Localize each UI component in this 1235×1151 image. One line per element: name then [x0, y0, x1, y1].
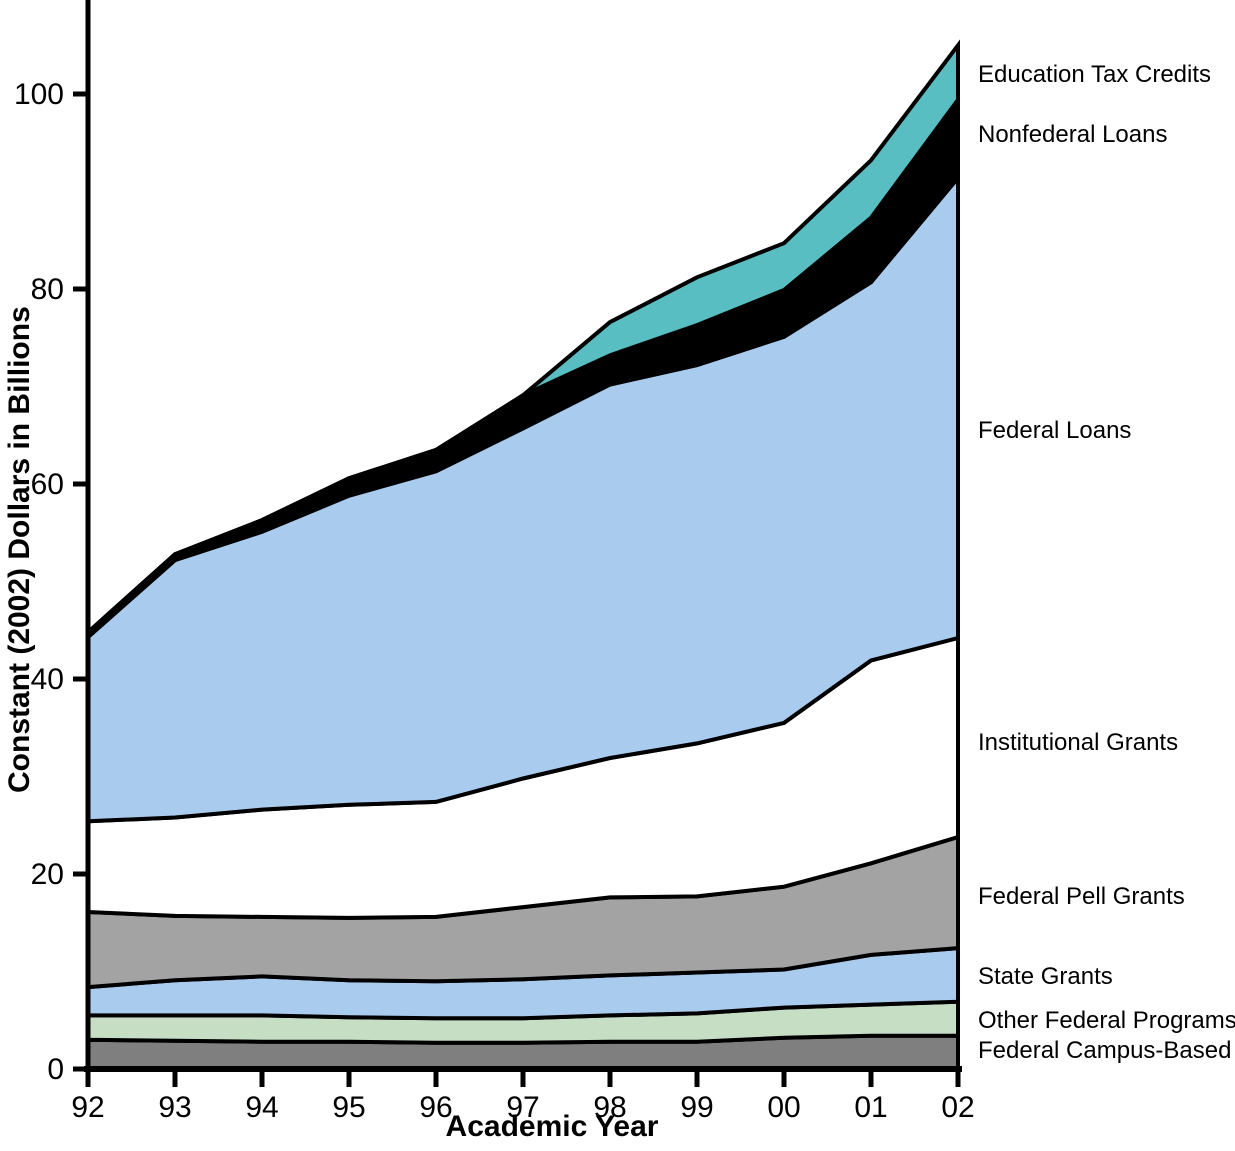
x-tick-label: 00: [767, 1091, 800, 1124]
y-tick-label: 80: [31, 273, 64, 306]
x-tick-label: 97: [506, 1091, 539, 1124]
series-label-federal-loans: Federal Loans: [978, 417, 1132, 444]
series-label-other-federal-programs: Other Federal Programs: [978, 1007, 1235, 1034]
area-education-tax-credits: [86, 39, 960, 634]
x-tick-label: 93: [158, 1091, 191, 1124]
x-tick-label: 94: [245, 1091, 278, 1124]
series-label-nonfederal-loans: Nonfederal Loans: [978, 121, 1168, 148]
x-tick-label: 01: [854, 1091, 887, 1124]
series-label-state-grants: State Grants: [978, 963, 1113, 990]
y-tick-label: 20: [31, 858, 64, 891]
x-tick-label: 92: [71, 1091, 104, 1124]
x-tick-label: 95: [332, 1091, 365, 1124]
x-tick-label: 98: [593, 1091, 626, 1124]
y-tick-label: 60: [31, 468, 64, 501]
series-label-education-tax-credits: Education Tax Credits: [978, 61, 1212, 88]
x-tick-label: 02: [941, 1091, 974, 1124]
series-label-institutional-grants: Institutional Grants: [978, 729, 1179, 756]
series-label-federal-campus-based: Federal Campus-Based: [978, 1037, 1232, 1064]
x-axis-title: Academic Year: [445, 1110, 659, 1143]
x-tick-label: 96: [419, 1091, 452, 1124]
y-tick-label: 100: [14, 78, 64, 111]
y-tick-label: 40: [31, 663, 64, 696]
y-tick-label: 0: [47, 1053, 64, 1086]
x-tick-label: 99: [680, 1091, 713, 1124]
series-label-federal-pell-grants: Federal Pell Grants: [978, 883, 1185, 910]
y-axis-title: Constant (2002) Dollars in Billions: [3, 306, 36, 794]
